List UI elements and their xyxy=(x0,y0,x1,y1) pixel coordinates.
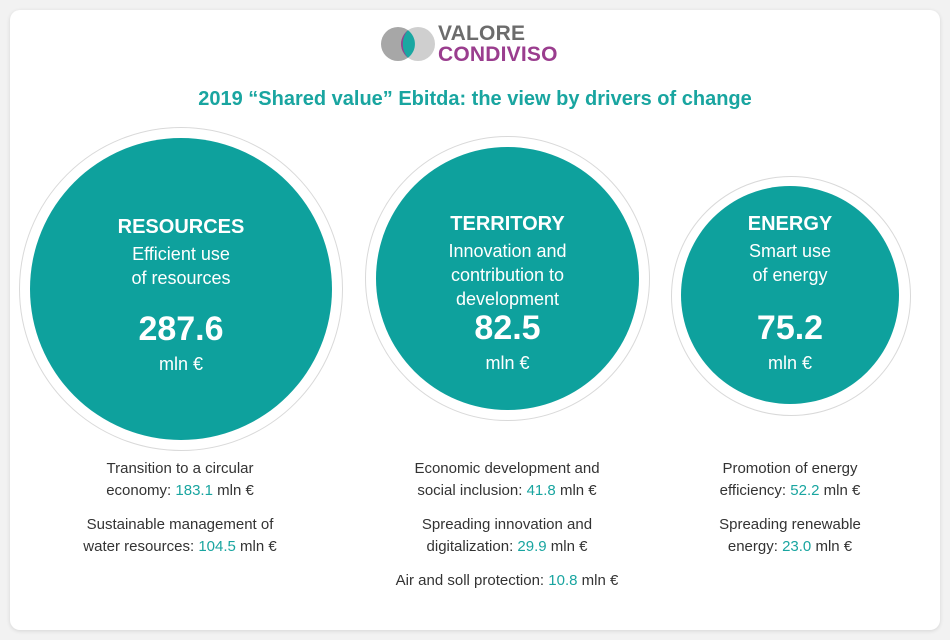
breakdown-text: social inclusion: xyxy=(417,482,523,499)
breakdown-text: water resources: xyxy=(83,538,195,555)
breakdown-text: Spreading renewable xyxy=(719,516,861,533)
breakdown-unit: mln € xyxy=(823,482,861,499)
driver-subtitle-line: Efficient use xyxy=(132,244,230,264)
breakdown-text: energy: xyxy=(727,538,778,555)
breakdown-value: 29.9 xyxy=(517,538,547,555)
breakdown-text: efficiency: xyxy=(719,482,787,499)
breakdown-value: 23.0 xyxy=(782,538,812,555)
breakdown-value: 52.2 xyxy=(790,482,820,499)
driver-value: 82.5 xyxy=(474,309,541,347)
breakdown-text: Air and soll protection: xyxy=(395,572,545,589)
breakdown-text: Economic development and xyxy=(414,460,600,477)
breakdown-item: Economic development and social inclusio… xyxy=(362,458,652,502)
breakdown-value: 10.8 xyxy=(548,572,578,589)
overlapping-circles-icon xyxy=(381,27,435,61)
breakdown-item: Transition to a circular economy: 183.1 … xyxy=(40,458,320,502)
breakdown-item: Sustainable management of water resource… xyxy=(40,514,320,558)
logo-line-2: CONDIVISO xyxy=(438,43,558,66)
breakdown-item: Air and soll protection: 10.8 mln € xyxy=(362,570,652,592)
driver-subtitle-line: Innovation and xyxy=(448,241,567,261)
breakdown-value: 41.8 xyxy=(526,482,556,499)
territory-circle: TERRITORY Innovation and contribution to… xyxy=(376,147,639,410)
page-title: 2019 “Shared value” Ebitda: the view by … xyxy=(198,88,752,110)
breakdown-item: Promotion of energy efficiency: 52.2 mln… xyxy=(670,458,910,502)
breakdown-unit: mln € xyxy=(581,572,619,589)
breakdown-item: Spreading renewable energy: 23.0 mln € xyxy=(670,514,910,558)
breakdown-text: Promotion of energy xyxy=(722,460,858,477)
driver-subtitle-line: contribution to xyxy=(450,265,565,285)
breakdown-text: Sustainable management of xyxy=(86,516,274,533)
breakdown-unit: mln € xyxy=(240,538,277,555)
breakdown-text: economy: xyxy=(106,482,172,499)
breakdown-unit: mln € xyxy=(815,538,853,555)
driver-value: 75.2 xyxy=(756,309,824,347)
driver-unit: mln € xyxy=(767,353,812,373)
breakdown-text: digitalization: xyxy=(426,538,514,555)
driver-subtitle-line: of resources xyxy=(131,268,231,288)
energy-breakdown: Promotion of energy efficiency: 52.2 mln… xyxy=(670,458,910,570)
resources-circle: RESOURCES Efficient use of resources 287… xyxy=(30,138,332,440)
driver-unit: mln € xyxy=(158,354,203,374)
driver-subtitle-line: of energy xyxy=(752,265,828,285)
driver-name: RESOURCES xyxy=(117,216,245,238)
breakdown-item: Spreading innovation and digitalization:… xyxy=(362,514,652,558)
driver-name: TERRITORY xyxy=(450,213,565,235)
territory-breakdown: Economic development and social inclusio… xyxy=(362,458,652,604)
driver-subtitle-line: development xyxy=(455,289,560,309)
energy-circle: ENERGY Smart use of energy 75.2 mln € xyxy=(681,186,899,404)
driver-value: 287.6 xyxy=(138,310,224,348)
driver-subtitle-line: Smart use xyxy=(748,241,832,261)
breakdown-value: 183.1 xyxy=(175,482,213,499)
breakdown-text: Spreading innovation and xyxy=(421,516,593,533)
breakdown-value: 104.5 xyxy=(198,538,236,555)
driver-unit: mln € xyxy=(485,353,530,373)
breakdown-unit: mln € xyxy=(550,538,588,555)
breakdown-text: Transition to a circular xyxy=(106,460,254,477)
logo-line-1: VALORE xyxy=(438,22,526,45)
breakdown-unit: mln € xyxy=(217,482,254,499)
resources-breakdown: Transition to a circular economy: 183.1 … xyxy=(40,458,320,570)
valore-condiviso-logo: VALORE CONDIVISO xyxy=(380,22,580,66)
breakdown-unit: mln € xyxy=(559,482,597,499)
driver-name: ENERGY xyxy=(747,213,833,235)
